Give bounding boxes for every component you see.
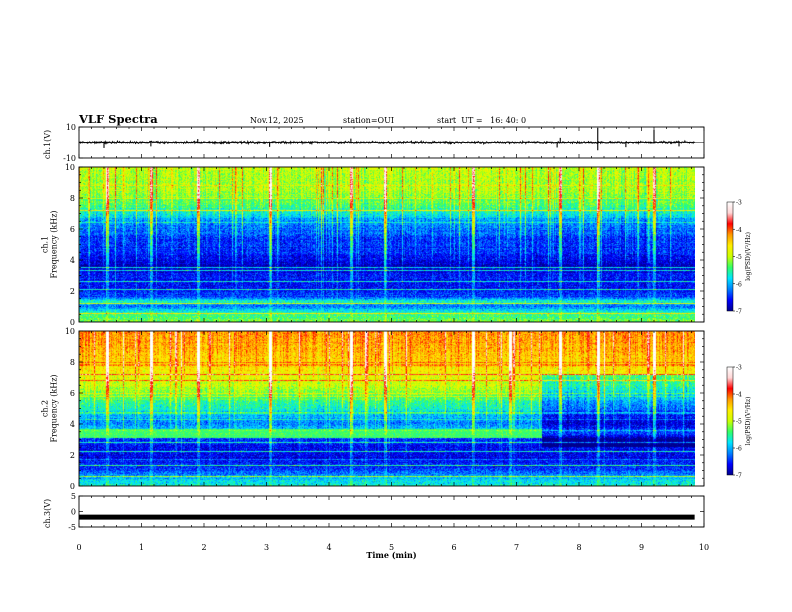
ch2-spectrogram-image [79, 331, 695, 486]
y-tick-label: 2 [70, 451, 75, 460]
time-tick-label: 6 [451, 543, 456, 552]
colorbar-ramp [726, 366, 734, 476]
date-label: Nov.12, 2025 [250, 116, 304, 125]
time-tick-label: 4 [326, 543, 331, 552]
ch2-colorbar: -3 -4 -5 -6 -7 log(PSD)(V²/Hz) [726, 365, 752, 480]
y-tick-label: 2 [70, 287, 75, 296]
y-tick-label: 0 [70, 318, 75, 327]
y-tick-label: 0 [70, 482, 75, 491]
start-time-label: start UT = 16: 40: 0 [437, 116, 526, 125]
ch1-colorbar: -3 -4 -5 -6 -7 log(PSD)(V²/Hz) [726, 200, 752, 316]
ch2-spectrogram-ylabel: ch.2Frequency (kHz) [41, 374, 59, 442]
time-tick-label: 8 [576, 543, 581, 552]
y-tick-label: 10 [65, 163, 75, 172]
time-axis: 0 1 2 3 4 5 6 7 8 9 10 Time (min) [76, 543, 709, 560]
ch3-waveform-panel: 5 0 -5 ch.3(V) [43, 492, 705, 532]
figure-title: VLF Spectra [78, 112, 158, 126]
colorbar-tick-label: -6 [736, 446, 742, 453]
ch3-waveform-ylabel: ch.3(V) [43, 499, 52, 528]
time-tick-label: 2 [201, 543, 206, 552]
time-tick-label: 0 [76, 543, 81, 552]
colorbar-ramp [726, 201, 734, 312]
ch1-spectrogram-image [79, 167, 695, 322]
ch1-waveform-ylabel: ch.1(V) [43, 130, 52, 159]
time-tick-label: 10 [699, 543, 709, 552]
colorbar-tick-label: -6 [736, 281, 742, 288]
y-tick-label: 4 [70, 420, 75, 429]
time-tick-label: 9 [639, 543, 644, 552]
y-tick-label: 8 [70, 358, 75, 367]
y-tick-label: 6 [70, 225, 75, 234]
time-tick-label: 1 [139, 543, 144, 552]
y-tick-label: 10 [66, 123, 76, 132]
time-tick-label: 3 [264, 543, 269, 552]
colorbar-label: log(PSD)(V²/Hz) [745, 397, 752, 446]
y-tick-label: 5 [71, 492, 76, 501]
colorbar-tick-label: -5 [736, 254, 742, 261]
panel-frame [78, 495, 705, 528]
y-tick-label: 8 [70, 194, 75, 203]
colorbar-tick-label: -3 [736, 365, 742, 372]
time-tick-label: 5 [389, 543, 394, 552]
ch1-waveform-panel: 10 -10 ch.1(V) [43, 123, 705, 163]
colorbar-label: log(PSD)(V²/Hz) [745, 232, 752, 281]
colorbar-tick-label: -4 [736, 227, 742, 234]
y-tick-label: 10 [65, 327, 75, 336]
colorbar-tick-label: -4 [736, 392, 742, 399]
ch1-waveform-trace [78, 139, 695, 146]
time-axis-label: Time (min) [366, 550, 416, 560]
time-tick-label: 7 [514, 543, 519, 552]
y-tick-label: 6 [70, 389, 75, 398]
colorbar-tick-label: -3 [736, 200, 742, 207]
y-tick-label: -10 [63, 154, 76, 163]
y-tick-label: 0 [71, 508, 76, 517]
ch1-spectrogram-panel: 0 2 4 6 8 10 ch.1Frequency (kHz) [41, 163, 705, 327]
colorbar-tick-label: -7 [736, 473, 742, 480]
station-label: station=OUI [343, 116, 394, 125]
y-tick-label: 4 [70, 256, 75, 265]
colorbar-tick-label: -5 [736, 419, 742, 426]
ch2-spectrogram-panel: 0 2 4 6 8 10 ch.2Frequency (kHz) [41, 327, 705, 491]
y-tick-label: -5 [68, 523, 76, 532]
ch1-spectrogram-ylabel: ch.1Frequency (kHz) [41, 210, 59, 278]
colorbar-tick-label: -7 [736, 309, 742, 316]
